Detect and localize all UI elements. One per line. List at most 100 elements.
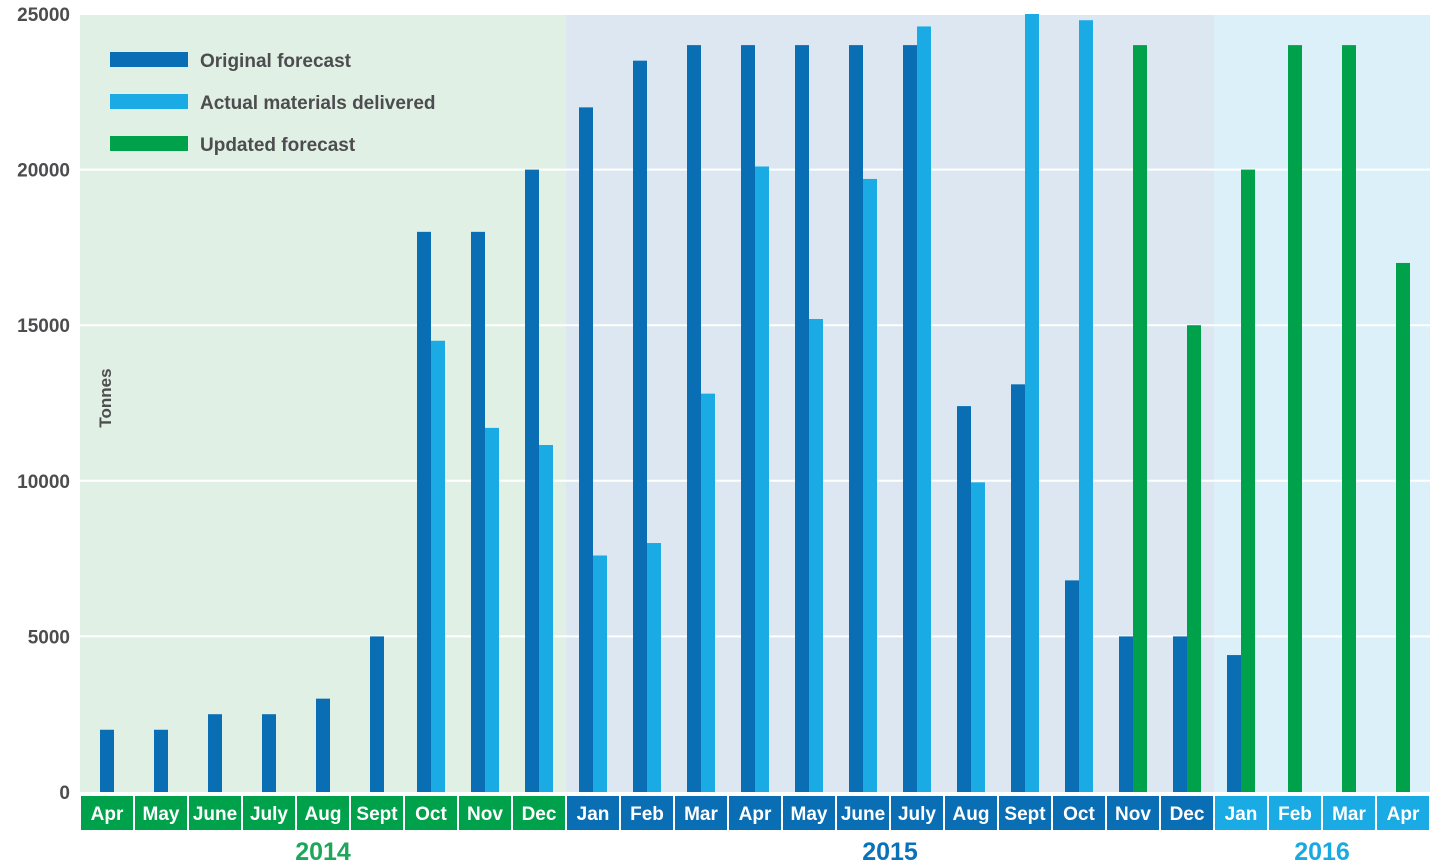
month-box — [1215, 796, 1267, 830]
bar — [809, 318, 823, 792]
bar — [262, 714, 276, 792]
bar — [1079, 20, 1093, 793]
month-box — [1107, 796, 1159, 830]
month-labels: Apr May June July Aug Sept Oct Nov Dec Jan Feb Mar A… — [81, 796, 1429, 830]
month-box — [513, 796, 565, 830]
month-box — [81, 796, 133, 830]
bar — [370, 636, 384, 792]
month-box — [459, 796, 511, 830]
x-tick-label: Apr — [1387, 804, 1420, 825]
x-tick-label: Dec — [1170, 804, 1205, 825]
month-box — [999, 796, 1051, 830]
bar — [849, 45, 863, 793]
month-box — [243, 796, 295, 830]
month-box — [351, 796, 403, 830]
x-tick-label: Oct — [1063, 804, 1095, 825]
bar — [417, 231, 431, 793]
x-tick-label: Apr — [91, 804, 124, 825]
month-box — [1053, 796, 1105, 830]
x-tick-label: Oct — [415, 804, 447, 825]
month-box — [297, 796, 349, 830]
y-tick-label: 15000 — [17, 316, 70, 337]
bar — [100, 729, 114, 792]
month-box — [783, 796, 835, 830]
x-tick-label: July — [250, 804, 288, 825]
bar — [1025, 14, 1039, 792]
bar — [1119, 636, 1133, 792]
month-box — [1161, 796, 1213, 830]
bar — [1133, 45, 1147, 793]
bar — [1227, 655, 1241, 792]
bar — [208, 714, 222, 792]
month-box — [621, 796, 673, 830]
y-tick-label: 25000 — [17, 5, 70, 26]
x-tick-label: Jan — [577, 804, 610, 825]
x-tick-label: Feb — [630, 804, 664, 825]
bar — [1065, 580, 1079, 792]
x-tick-label: Feb — [1278, 804, 1312, 825]
bar — [1241, 169, 1255, 793]
bar — [741, 45, 755, 793]
bar — [917, 26, 931, 793]
month-box — [135, 796, 187, 830]
legend-swatch — [110, 94, 188, 109]
bar — [431, 340, 445, 792]
x-tick-label: Aug — [305, 804, 342, 825]
year-labels: 2014 2015 2016 — [295, 838, 1350, 866]
bar — [1396, 262, 1410, 793]
month-box — [729, 796, 781, 830]
x-tick-label: Jan — [1225, 804, 1258, 825]
x-tick-label: Sept — [1004, 804, 1046, 825]
legend-swatch — [110, 52, 188, 67]
x-tick-label: Apr — [739, 804, 772, 825]
y-tick-label: 5000 — [28, 627, 70, 648]
year-label-2015: 2015 — [862, 838, 918, 866]
bar — [539, 445, 553, 792]
legend: Original forecast Actual materials delive… — [110, 51, 436, 156]
year-label-2014: 2014 — [295, 838, 351, 866]
bar — [687, 45, 701, 793]
x-tick-label: Nov — [467, 804, 503, 825]
legend-label: Actual materials delivered — [200, 93, 436, 114]
bar — [971, 482, 985, 792]
bar — [795, 45, 809, 793]
bar — [471, 231, 485, 793]
x-tick-label: Mar — [1332, 804, 1366, 825]
y-tick-label: 10000 — [17, 472, 70, 493]
bar — [863, 178, 877, 792]
month-box — [189, 796, 241, 830]
bar — [154, 729, 168, 792]
x-tick-label: Dec — [522, 804, 557, 825]
bar — [316, 698, 330, 792]
legend-label: Original forecast — [200, 51, 352, 72]
bar — [633, 60, 647, 793]
x-tick-label: May — [143, 804, 180, 825]
bars — [100, 14, 1410, 793]
bar — [1187, 325, 1201, 792]
bar — [579, 107, 593, 793]
x-tick-label: May — [791, 804, 828, 825]
bar — [903, 45, 917, 793]
month-box — [1377, 796, 1429, 830]
y-tick-label: 0 — [59, 783, 70, 804]
bar — [701, 393, 715, 792]
bar — [485, 427, 499, 792]
month-box — [945, 796, 997, 830]
bar — [755, 166, 769, 792]
bar — [1288, 45, 1302, 793]
month-box — [891, 796, 943, 830]
bar — [525, 169, 539, 793]
x-tick-label: Nov — [1115, 804, 1151, 825]
y-tick-label: 20000 — [17, 161, 70, 182]
x-tick-label: June — [841, 804, 885, 825]
y-axis-label: Tonnes — [96, 368, 115, 427]
month-box — [405, 796, 457, 830]
bar — [1173, 636, 1187, 792]
bar — [1011, 384, 1025, 792]
x-tick-label: Sept — [356, 804, 398, 825]
month-box — [1323, 796, 1375, 830]
month-box — [1269, 796, 1321, 830]
month-box — [837, 796, 889, 830]
bar — [957, 406, 971, 792]
